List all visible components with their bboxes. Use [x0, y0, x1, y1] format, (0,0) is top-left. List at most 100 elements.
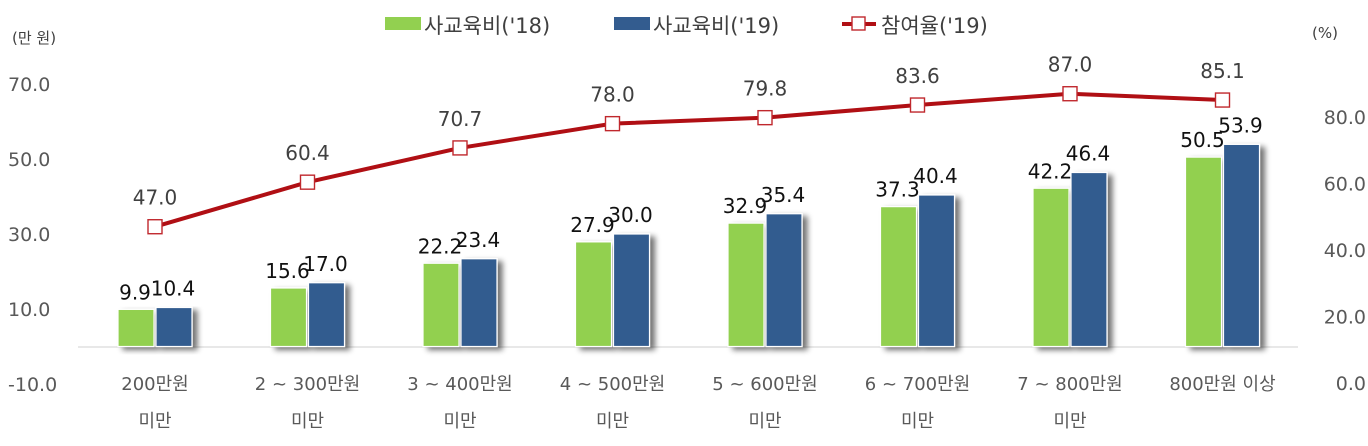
bar-value-label: 35.4 [761, 183, 806, 207]
bar-value-label: 27.9 [570, 213, 615, 237]
bar-value-label: 53.9 [1218, 113, 1263, 137]
bar-2018 [879, 206, 918, 348]
legend-marker-icon [851, 16, 866, 31]
bar-series [117, 143, 1261, 348]
category-label: 미만 [291, 411, 324, 432]
left-axis-tick: 50.0 [8, 149, 50, 171]
line-data-labels: 47.0 60.4 70.7 78.0 79.8 83.6 87.0 85.1 [133, 53, 1245, 210]
legend-swatch [614, 17, 650, 30]
legend-label: 참여율('19) [881, 14, 988, 38]
line-series [147, 86, 1231, 235]
category-label: 미만 [596, 411, 629, 432]
bar-2019 [1222, 143, 1261, 348]
bar-data-labels: 9.9 10.4 15.617.0 22.223.4 27.930.0 32.935.4 3… [119, 113, 1263, 304]
right-axis-tick: 0.0 [1336, 373, 1366, 395]
square-marker [1062, 86, 1078, 102]
bar-2018 [1184, 156, 1223, 348]
legend-label: 사교육비('18) [424, 14, 550, 38]
line-value-label: 83.6 [895, 64, 940, 88]
left-axis-tick: 30.0 [8, 224, 50, 246]
bar-group [1184, 143, 1261, 348]
bar-2019 [765, 213, 803, 348]
square-marker [299, 174, 316, 190]
legend-label: 사교육비('19) [653, 14, 779, 38]
line-value-label: 79.8 [743, 77, 788, 101]
right-axis-tick: 20.0 [1324, 307, 1366, 329]
legend: 사교육비('18) 사교육비('19) 참여율('19) [385, 14, 988, 38]
line-value-label: 87.0 [1048, 53, 1093, 77]
line-value-label: 60.4 [285, 141, 330, 165]
bar-value-label: 46.4 [1066, 142, 1111, 166]
bar-group [117, 306, 193, 348]
bar-group [422, 258, 498, 348]
line-value-label: 85.1 [1200, 59, 1245, 83]
category-label: 미만 [1053, 411, 1086, 432]
legend-swatch [385, 17, 421, 30]
bar-value-label: 22.2 [418, 234, 463, 258]
bar-2019 [1070, 171, 1108, 348]
bar-value-label: 17.0 [303, 252, 348, 276]
square-marker [147, 219, 163, 235]
left-axis-tick: 10.0 [8, 299, 50, 321]
legend-item: 참여율('19) [842, 14, 988, 38]
left-axis-tick: 70.0 [8, 74, 50, 96]
bar-group [269, 282, 346, 348]
category-label: 2 ~ 300만원 [255, 374, 360, 395]
bar-value-label: 9.9 [119, 280, 151, 304]
square-marker [604, 115, 621, 132]
bar-2019 [307, 282, 346, 348]
category-label: 4 ~ 500만원 [560, 374, 665, 395]
bar-2018 [727, 222, 765, 348]
bar-value-label: 15.6 [265, 259, 310, 283]
bar-2018 [117, 308, 155, 348]
right-axis-unit: (%) [1312, 24, 1338, 42]
line-value-label: 47.0 [133, 186, 178, 210]
bar-value-label: 30.0 [608, 203, 653, 227]
bar-2019 [155, 306, 193, 348]
bar-2019 [917, 194, 956, 348]
bar-value-label: 32.9 [723, 194, 768, 218]
left-axis: (만 원) 70.0 50.0 30.0 10.0 -10.0 [8, 29, 57, 396]
square-marker [909, 97, 926, 113]
bar-2019 [612, 233, 651, 348]
bar-group [1032, 171, 1108, 348]
category-label: 800만원 이상 [1169, 374, 1275, 395]
line-value-label: 70.7 [438, 107, 483, 131]
category-label: 미만 [443, 411, 476, 432]
bar-value-label: 23.4 [456, 228, 501, 252]
bar-group [574, 233, 651, 348]
category-label: 미만 [138, 411, 171, 432]
category-label: 미만 [748, 411, 781, 432]
right-axis: (%) 80.0 60.0 40.0 20.0 0.0 [1312, 24, 1366, 395]
square-marker [757, 109, 773, 126]
bar-2018 [422, 262, 460, 348]
bar-2019 [460, 258, 498, 348]
bar-group [727, 213, 803, 348]
left-axis-unit: (만 원) [12, 29, 56, 47]
legend-item: 사교육비('18) [385, 14, 550, 38]
participation-line [154, 91, 1223, 229]
bar-value-label: 50.5 [1180, 128, 1225, 152]
category-label: 6 ~ 700만원 [865, 374, 970, 395]
square-marker [1214, 92, 1231, 108]
right-axis-tick: 60.0 [1324, 174, 1366, 196]
category-label: 3 ~ 400만원 [407, 374, 512, 395]
category-label: 미만 [901, 411, 934, 432]
bar-2018 [269, 287, 308, 348]
bar-value-label: 37.3 [875, 178, 920, 202]
bar-value-label: 40.4 [913, 164, 958, 188]
category-label: 7 ~ 800만원 [1017, 374, 1122, 395]
left-axis-tick: -10.0 [8, 374, 57, 396]
line-value-label: 78.0 [590, 83, 635, 107]
bar-value-label: 42.2 [1028, 159, 1073, 183]
bar-group [879, 194, 956, 348]
bar-2018 [1032, 187, 1070, 348]
category-label: 200만원 [121, 374, 188, 395]
bar-2018 [574, 241, 613, 348]
category-label: 5 ~ 600만원 [712, 374, 817, 395]
square-marker [452, 140, 468, 156]
legend-item: 사교육비('19) [614, 14, 779, 38]
right-axis-tick: 80.0 [1324, 107, 1366, 129]
